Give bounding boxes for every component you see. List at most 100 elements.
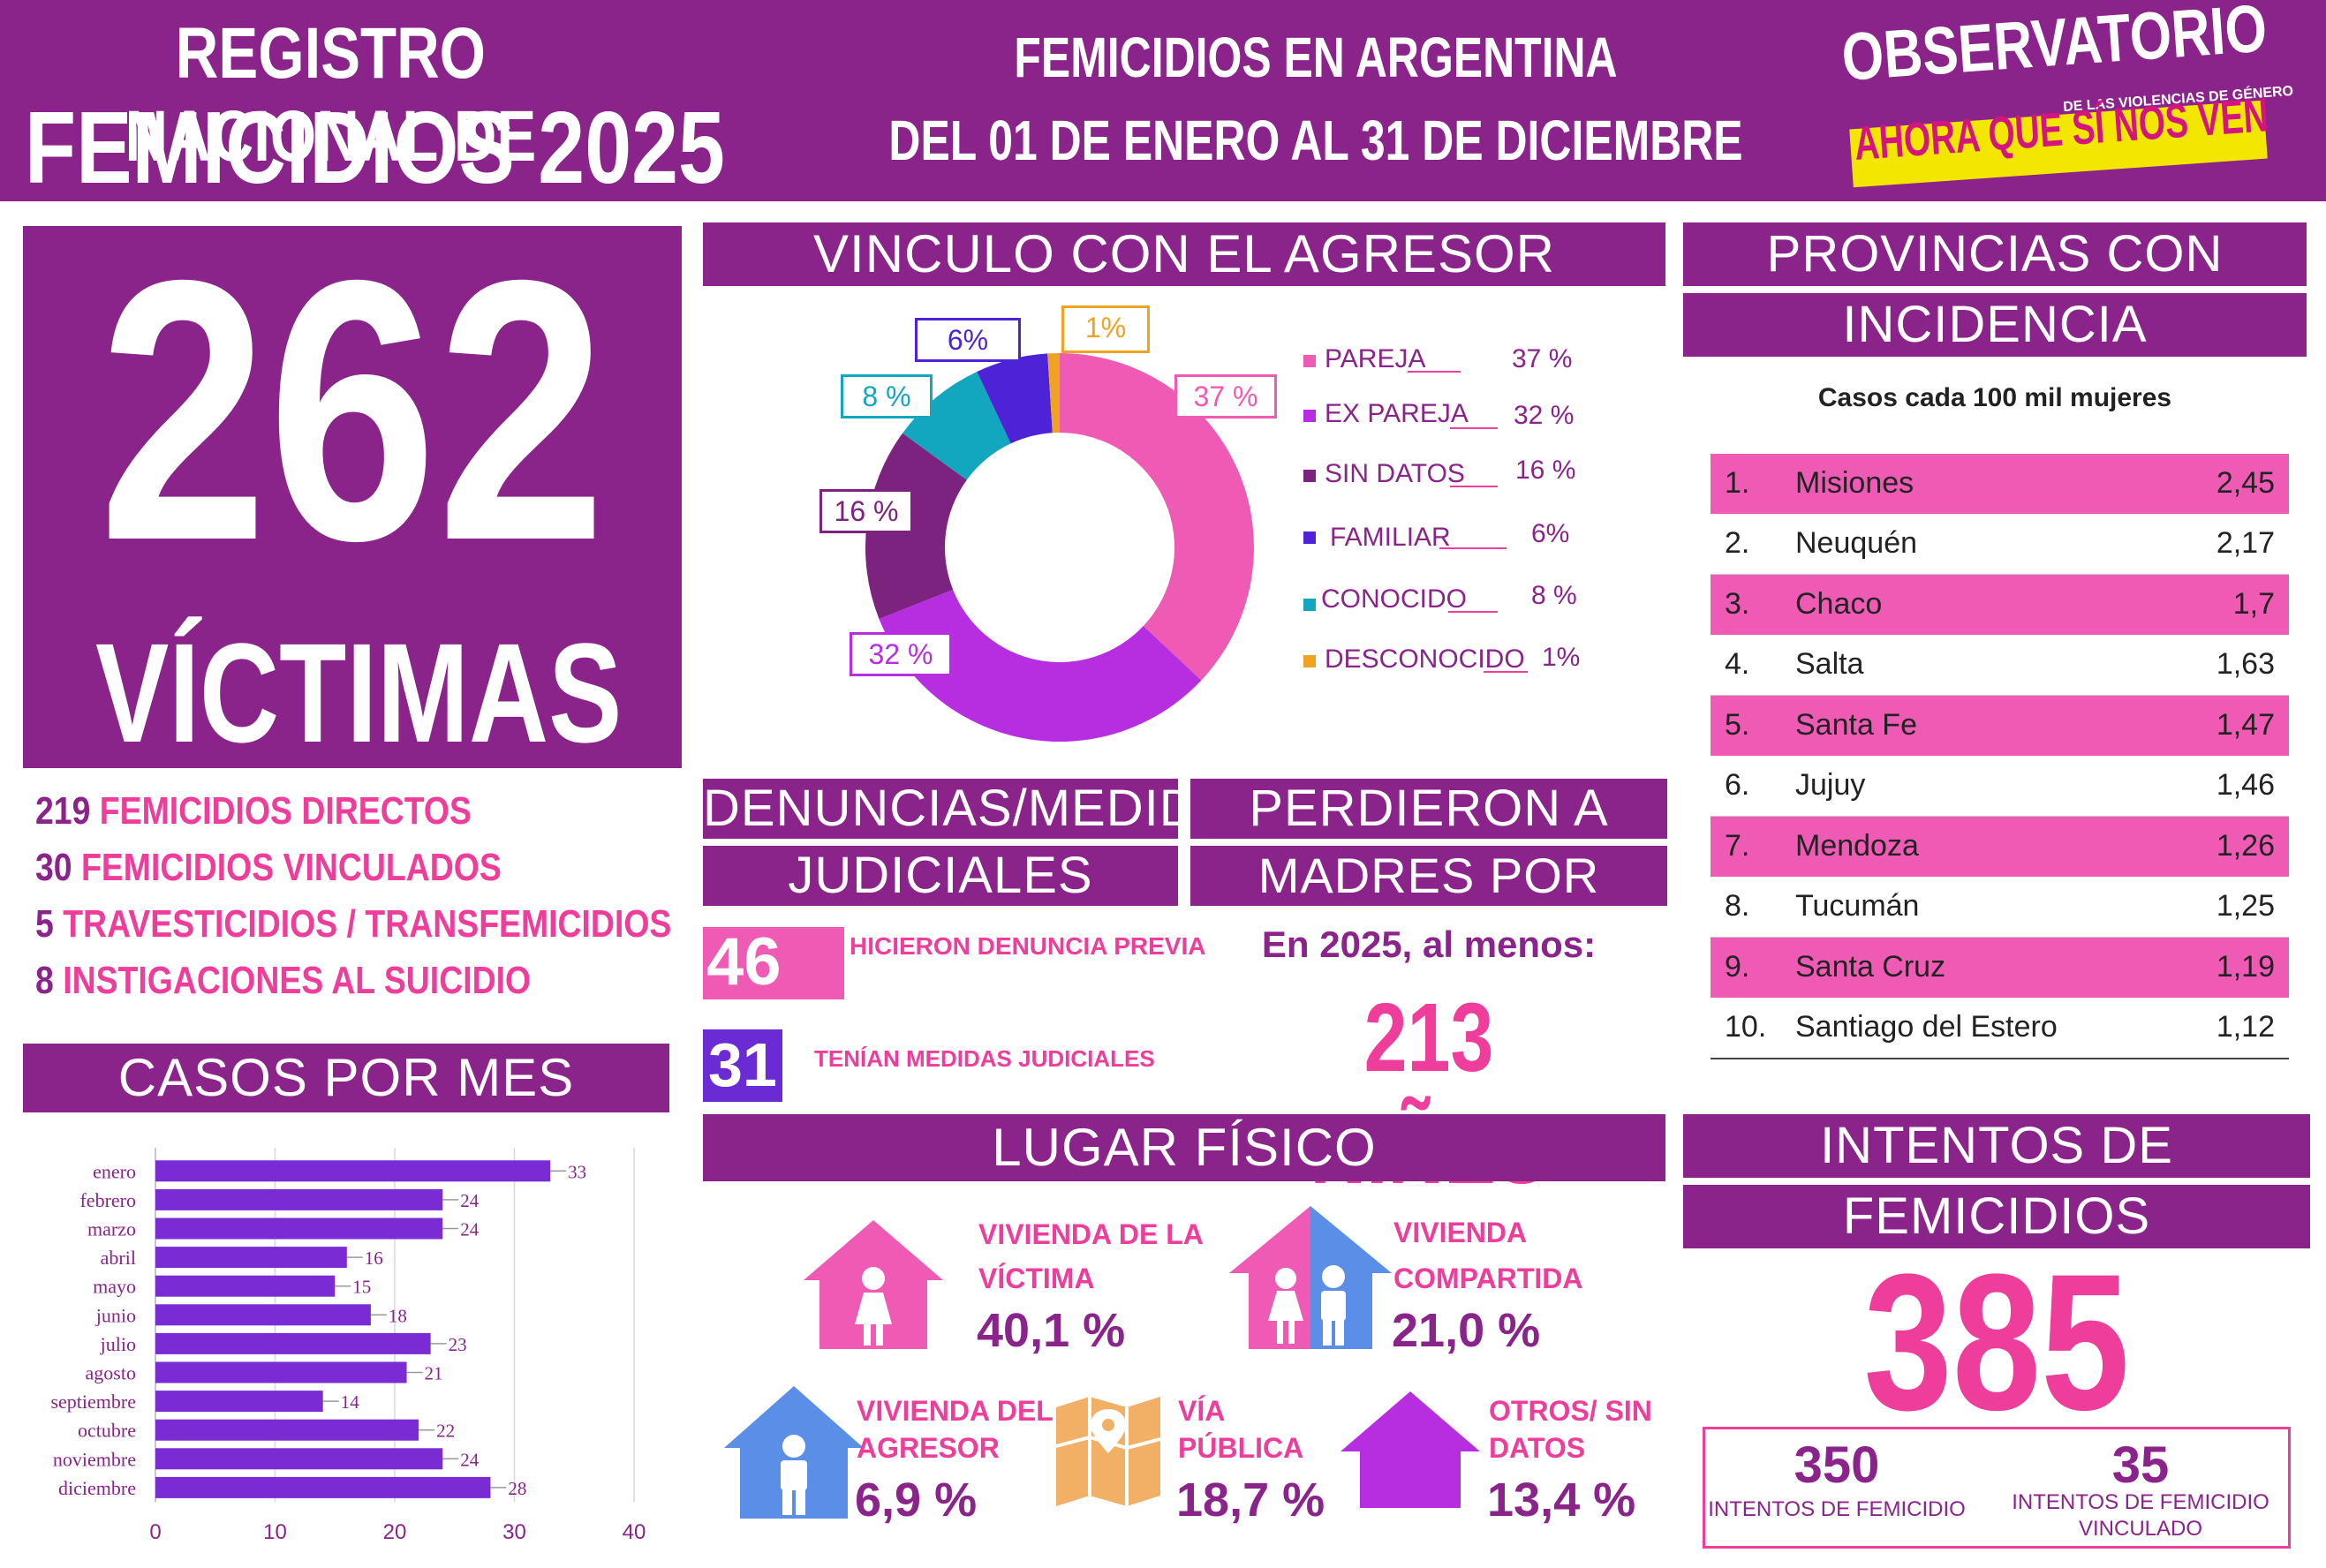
breakdown-row: 8 INSTIGACIONES AL SUICIDIO: [35, 959, 531, 1003]
y-tick-label: junio: [95, 1304, 136, 1326]
rank: 10.: [1725, 1010, 1767, 1044]
bar: [155, 1391, 323, 1413]
breakdown-row: 219 FEMICIDIOS DIRECTOS: [35, 789, 472, 833]
donut-slice: [902, 371, 1011, 480]
intentos-title-line1: INTENTOS DE FEMICIDIOS Y: [1683, 1114, 2310, 1238]
rank: 5.: [1725, 708, 1750, 742]
table-row: 6. Jujuy 1,46: [1711, 756, 2289, 817]
lugar-value: 13,4 %: [1487, 1474, 1636, 1527]
bar: [155, 1188, 443, 1210]
x-tick-label: 40: [623, 1520, 646, 1544]
rank: 4.: [1725, 647, 1750, 681]
legend-value: 32 %: [1514, 401, 1575, 430]
y-tick-label: marzo: [87, 1218, 136, 1240]
bar: [155, 1332, 431, 1354]
rank: 2.: [1725, 526, 1750, 560]
data-label: 22: [436, 1421, 455, 1442]
rank: 7.: [1725, 829, 1750, 863]
province-value: 1,12: [2216, 1010, 2275, 1044]
breakdown-number: 8: [35, 959, 54, 1002]
bar: [155, 1160, 551, 1182]
legend-swatch: [1303, 355, 1316, 367]
province-name: Salta: [1795, 647, 1864, 681]
pie-label-ex-pareja: 32 %: [850, 632, 952, 676]
table-row: 10. Santiago del Estero 1,12: [1711, 998, 2289, 1059]
lugar-label-line1: VIVIENDA DE LA: [978, 1218, 1204, 1250]
y-tick-label: septiembre: [50, 1391, 136, 1413]
province-name: Mendoza: [1795, 829, 1919, 863]
table-row: 8. Tucumán 1,25: [1711, 877, 2289, 938]
legend-label: PAREJA: [1325, 344, 1426, 373]
provincias-subtitle: Casos cada 100 mil mujeres: [1817, 383, 2172, 412]
intentos-total: 385: [1863, 1233, 2130, 1451]
denuncia-badge: [703, 927, 844, 999]
province-name: Jujuy: [1795, 768, 1866, 802]
table-row: 1. Misiones 2,45: [1711, 454, 2289, 514]
denuncias-title-line2: JUDICIALES: [703, 846, 1178, 906]
lugar-label-line1: VIVIENDA DEL: [857, 1395, 1053, 1427]
legend-line: [1450, 486, 1498, 487]
victims-number: 262: [98, 204, 607, 618]
legend-swatch: [1303, 599, 1316, 611]
vinculo-title: VINCULO CON EL AGRESOR: [703, 222, 1665, 286]
province-name: Chaco: [1795, 587, 1883, 621]
lugar-label-line2: AGRESOR: [857, 1432, 1000, 1464]
legend-line: [1448, 611, 1498, 613]
subtitle-line1: FEMICIDIOS EN ARGENTINA: [1014, 26, 1618, 89]
donut-slice: [1060, 353, 1254, 681]
lugar-label-line2: PÚBLICA: [1178, 1432, 1304, 1464]
province-name: Neuquén: [1795, 526, 1918, 560]
lugar-label-line2: DATOS: [1489, 1432, 1586, 1464]
province-name: Tucumán: [1795, 889, 1920, 923]
x-tick-label: 20: [383, 1520, 407, 1544]
intentos-left-label: INTENTOS DE FEMICIDIO: [1708, 1497, 1966, 1521]
y-tick-label: julio: [100, 1333, 136, 1355]
lugar-label-line1: VÍA: [1178, 1395, 1226, 1427]
pie-label-pareja: 37 %: [1174, 374, 1277, 418]
subtitle-line2: DEL 01 DE ENERO AL 31 DE DICIEMBRE: [888, 109, 1743, 172]
intentos-right-label-line1: INTENTOS DE FEMICIDIO: [2012, 1490, 2269, 1514]
house-man-icon: [724, 1386, 864, 1519]
provincias-title-line1: PROVINCIAS CON MAYOR: [1683, 222, 2307, 346]
table-row: 9. Santa Cruz 1,19: [1711, 938, 2289, 998]
casos-por-mes-title: CASOS POR MES: [23, 1044, 669, 1112]
data-label: 28: [508, 1478, 526, 1499]
main-title-line1: REGISTRO NACIONAL DE: [125, 13, 537, 177]
legend-label: DESCONOCIDO: [1325, 645, 1525, 674]
donut-slice: [865, 433, 967, 619]
pie-label-familiar: 6%: [915, 318, 1021, 362]
lugar-label-line2: VÍCTIMA: [978, 1263, 1095, 1294]
monthly-bar-chart: 0 10 20 30 40 enero 33 febrero 24 marzo 24 abril 16 m…: [50, 1148, 646, 1544]
main-title-line2: FEMICIDIOS 2025: [25, 90, 725, 205]
vinculo-legend: PAREJA 37 % EX PAREJA 32 % SIN DATOS 16 …: [1298, 335, 1590, 689]
data-label: 15: [352, 1277, 371, 1298]
map-pin-icon: [1055, 1397, 1161, 1506]
intentos-right-number: 35: [2111, 1436, 2170, 1494]
data-label: 23: [449, 1334, 467, 1355]
denuncias-title-line1: DENUNCIAS/MEDIDAS: [703, 779, 1267, 839]
province-name: Misiones: [1795, 466, 1914, 500]
y-tick-label: febrero: [79, 1189, 136, 1211]
data-label: 18: [389, 1305, 407, 1326]
lugar-value: 18,7 %: [1176, 1474, 1325, 1527]
data-label: 24: [460, 1449, 480, 1470]
lugar-value: 21,0 %: [1392, 1304, 1541, 1357]
province-value: 1,25: [2216, 889, 2275, 923]
bar: [155, 1448, 443, 1470]
bar: [155, 1275, 336, 1297]
table-row: 5. Santa Fe 1,47: [1711, 696, 2289, 756]
legend-line: [1450, 427, 1498, 429]
legend-label: SIN DATOS: [1325, 459, 1465, 488]
medidas-number: 31: [708, 1030, 777, 1099]
donut-slice: [977, 353, 1053, 444]
victims-breakdown: 219 FEMICIDIOS DIRECTOS 30 FEMICIDIOS VI…: [35, 789, 689, 1010]
denuncia-number: 46: [706, 924, 782, 999]
rank: 3.: [1725, 587, 1750, 621]
bar: [155, 1476, 491, 1498]
lugar-label-line1: VIVIENDA: [1393, 1217, 1528, 1248]
bar: [155, 1419, 419, 1441]
legend-value: 8 %: [1531, 581, 1577, 610]
y-tick-label: diciembre: [58, 1477, 136, 1499]
breakdown-text: FEMICIDIOS VINCULADOS: [81, 846, 502, 889]
bar: [155, 1217, 443, 1240]
